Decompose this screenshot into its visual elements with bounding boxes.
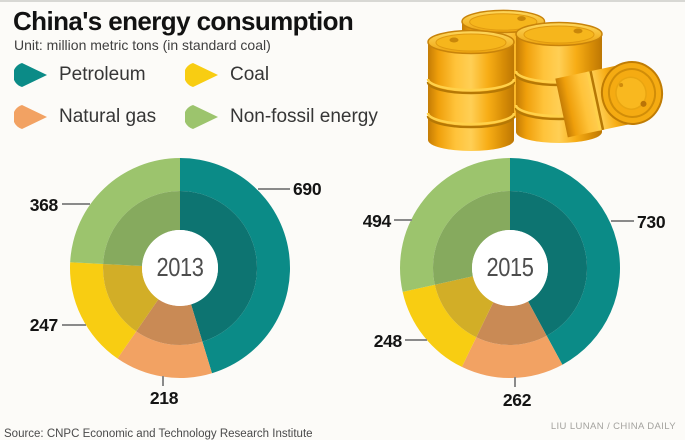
donut-slice-coal <box>402 284 477 367</box>
donut-center-hole <box>142 230 218 306</box>
leader-line-2015-coal <box>405 339 427 341</box>
donut-chart-2013 <box>70 158 290 378</box>
donut-2013-year-label: 2013 <box>156 251 204 282</box>
leader-line-2013-petroleum <box>258 188 290 190</box>
unit-note: Unit: million metric tons (in standard c… <box>14 37 271 53</box>
donut-slice-petroleum <box>180 191 257 342</box>
legend-item-coal: Coal <box>185 62 269 88</box>
legend-label-natural-gas: Natural gas <box>59 106 157 127</box>
natural-gas-wedge-icon <box>14 105 47 129</box>
donut-slice-non-fossil-energy <box>400 158 510 292</box>
legend-item-petroleum: Petroleum <box>14 62 146 88</box>
donut-slice-natural-gas <box>476 301 547 345</box>
leader-line-2015-gas <box>514 377 516 387</box>
leader-line-2013-coal <box>62 324 86 326</box>
value-2013-petroleum: 690 <box>293 179 322 199</box>
value-2013-coal: 247 <box>29 315 59 335</box>
legend-label-coal: Coal <box>230 64 270 85</box>
donut-slice-non-fossil-energy <box>433 191 510 285</box>
donut-slice-coal <box>103 263 159 332</box>
leader-line-2013-nonfossil <box>62 203 90 205</box>
donut-center-hole <box>472 230 548 306</box>
petroleum-wedge-icon <box>14 63 47 87</box>
donut-slice-natural-gas <box>117 331 212 378</box>
value-2015-gas: 262 <box>502 390 532 410</box>
barrel-left <box>426 29 516 151</box>
value-2015-nonfossil: 494 <box>362 211 392 231</box>
value-2015-petroleum: 730 <box>637 212 666 232</box>
credit-note: LIU LUNAN / CHINA DAILY <box>550 421 676 432</box>
oil-barrels-illustration <box>426 9 664 151</box>
donut-slice-non-fossil-energy <box>103 191 180 267</box>
leader-line-2015-nonfossil <box>394 219 412 221</box>
donut-slice-petroleum <box>510 158 620 365</box>
donut-slice-petroleum <box>510 191 587 336</box>
barrel-lying <box>555 61 664 138</box>
donut-chart-2015 <box>400 158 620 378</box>
top-rule <box>0 0 685 2</box>
coal-wedge-icon <box>185 63 218 87</box>
leader-line-2015-petroleum <box>611 220 634 222</box>
donut-slice-coal <box>434 276 494 338</box>
leader-line-2013-gas <box>162 376 164 386</box>
value-2015-coal: 248 <box>373 331 403 351</box>
legend-label-petroleum: Petroleum <box>59 64 146 85</box>
source-note: Source: CNPC Economic and Technology Res… <box>4 428 313 440</box>
donut-slice-petroleum <box>180 158 290 374</box>
value-2013-nonfossil: 368 <box>29 195 59 215</box>
donut-2015-year-label: 2015 <box>486 251 534 282</box>
legend-item-non-fossil: Non-fossil energy <box>185 104 378 130</box>
donut-slice-natural-gas <box>461 335 563 378</box>
donut-slice-non-fossil-energy <box>70 158 180 264</box>
page-title: China's energy consumption <box>13 6 354 36</box>
non-fossil-wedge-icon <box>185 105 218 129</box>
donut-slice-natural-gas <box>136 299 203 345</box>
donut-slice-coal <box>70 262 137 359</box>
value-2013-gas: 218 <box>149 388 179 408</box>
legend-item-natural-gas: Natural gas <box>14 104 156 130</box>
legend-label-non-fossil: Non-fossil energy <box>230 106 378 127</box>
